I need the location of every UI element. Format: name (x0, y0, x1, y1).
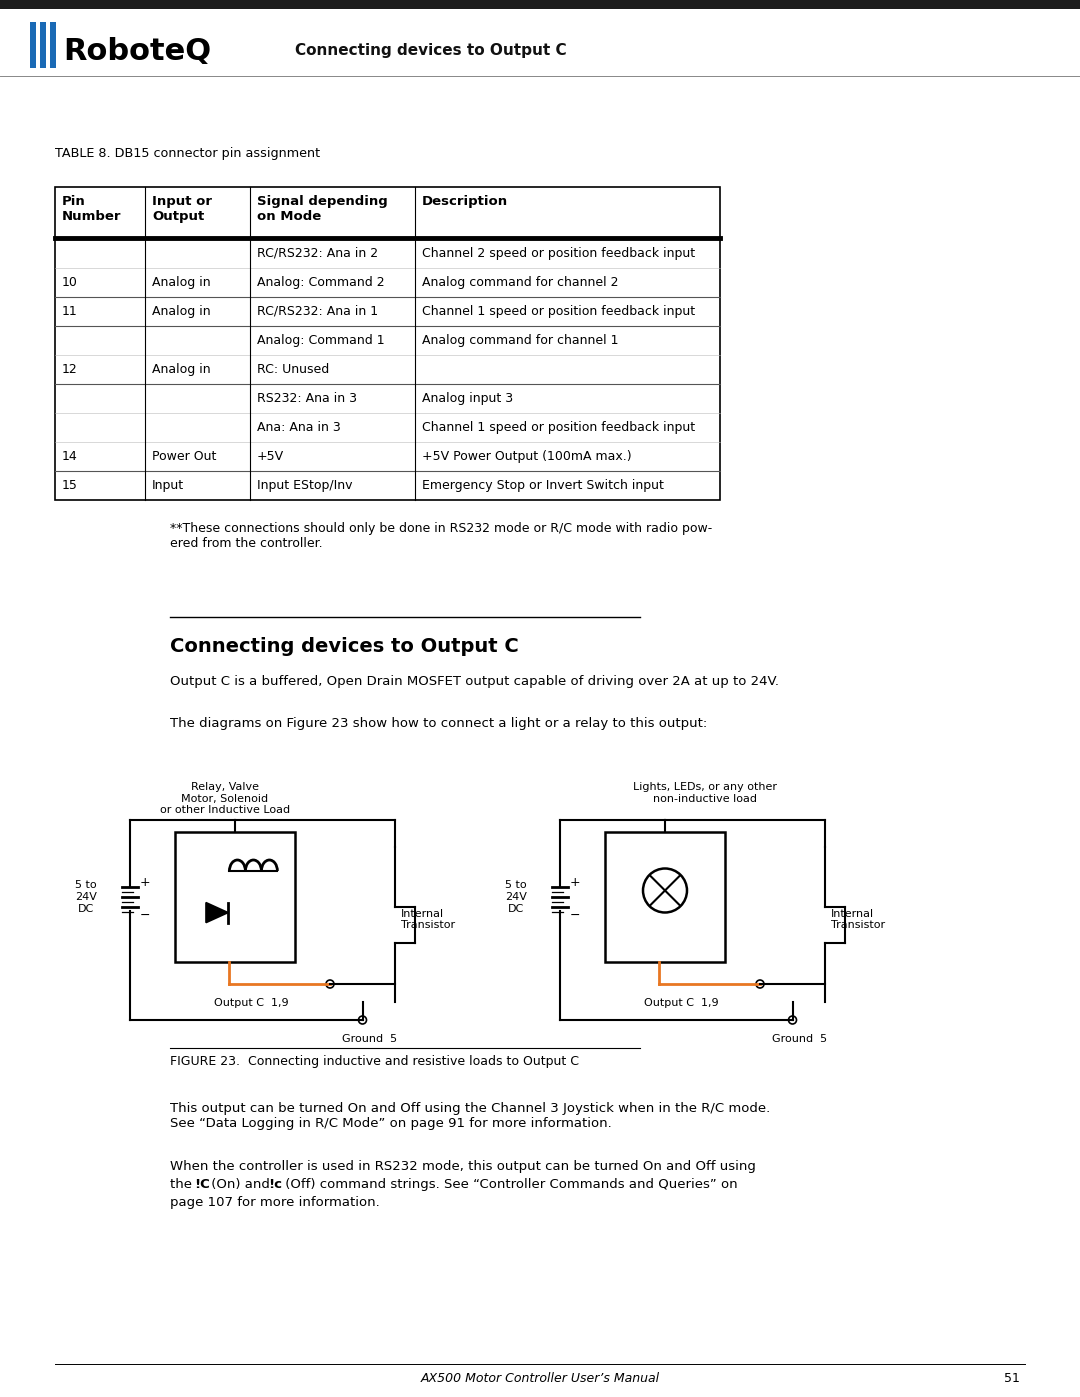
Text: Analog command for channel 1: Analog command for channel 1 (422, 334, 619, 346)
Text: −: − (140, 908, 150, 922)
Text: !c: !c (268, 1178, 282, 1192)
Text: +5V Power Output (100mA max.): +5V Power Output (100mA max.) (422, 450, 632, 462)
Text: Emergency Stop or Invert Switch input: Emergency Stop or Invert Switch input (422, 479, 664, 492)
Text: Input: Input (152, 479, 184, 492)
Text: 11: 11 (62, 305, 78, 319)
Text: 14: 14 (62, 450, 78, 462)
Text: Power Out: Power Out (152, 450, 216, 462)
Text: page 107 for more information.: page 107 for more information. (170, 1196, 380, 1208)
Text: (On) and: (On) and (207, 1178, 274, 1192)
Text: AX500 Motor Controller User’s Manual: AX500 Motor Controller User’s Manual (420, 1372, 660, 1384)
Text: Internal
Transistor: Internal Transistor (401, 908, 455, 930)
Bar (605, 833, 725, 963)
Text: +: + (140, 876, 150, 890)
Text: Relay, Valve
Motor, Solenoid
or other Inductive Load: Relay, Valve Motor, Solenoid or other In… (160, 782, 291, 816)
Text: +5V: +5V (257, 450, 284, 462)
Text: Pin
Number: Pin Number (62, 196, 121, 224)
Circle shape (359, 1016, 366, 1024)
Text: Description: Description (422, 196, 508, 208)
Text: Connecting devices to Output C: Connecting devices to Output C (170, 637, 518, 657)
Text: Channel 2 speed or position feedback input: Channel 2 speed or position feedback inp… (422, 247, 696, 260)
Text: Input or
Output: Input or Output (152, 196, 212, 224)
Bar (30, 22, 36, 68)
Text: Lights, LEDs, or any other
non-inductive load: Lights, LEDs, or any other non-inductive… (633, 782, 777, 803)
Text: Analog: Command 1: Analog: Command 1 (257, 334, 384, 346)
Text: Analog in: Analog in (152, 277, 211, 289)
Text: RS232: Ana in 3: RS232: Ana in 3 (257, 393, 357, 405)
Text: RC: Unused: RC: Unused (257, 363, 329, 376)
Text: (Off) command strings. See “Controller Commands and Queries” on: (Off) command strings. See “Controller C… (281, 1178, 738, 1192)
Circle shape (643, 869, 687, 912)
Text: Ana: Ana in 3: Ana: Ana in 3 (257, 420, 341, 434)
Text: Ground  5: Ground 5 (772, 1034, 827, 1044)
Text: Analog command for channel 2: Analog command for channel 2 (422, 277, 619, 289)
Text: Analog input 3: Analog input 3 (422, 393, 513, 405)
Text: When the controller is used in RS232 mode, this output can be turned On and Off : When the controller is used in RS232 mod… (170, 1160, 756, 1173)
Text: TABLE 8. DB15 connector pin assignment: TABLE 8. DB15 connector pin assignment (55, 147, 320, 161)
Text: This output can be turned On and Off using the Channel 3 Joystick when in the R/: This output can be turned On and Off usi… (170, 1102, 770, 1130)
Circle shape (756, 981, 764, 988)
Bar (50, 22, 56, 68)
Bar (175, 833, 295, 963)
Text: Analog: Command 2: Analog: Command 2 (257, 277, 384, 289)
Text: Input EStop/Inv: Input EStop/Inv (257, 479, 352, 492)
Text: +: + (570, 876, 581, 890)
Text: Output C  1,9: Output C 1,9 (214, 997, 288, 1009)
Text: the: the (170, 1178, 197, 1192)
Text: Signal depending
on Mode: Signal depending on Mode (257, 196, 388, 224)
Circle shape (326, 981, 334, 988)
Bar (40, 22, 46, 68)
Text: Internal
Transistor: Internal Transistor (831, 908, 886, 930)
Text: Output C is a buffered, Open Drain MOSFET output capable of driving over 2A at u: Output C is a buffered, Open Drain MOSFE… (170, 675, 779, 687)
Text: RC/RS232: Ana in 1: RC/RS232: Ana in 1 (257, 305, 378, 319)
Text: Channel 1 speed or position feedback input: Channel 1 speed or position feedback inp… (422, 420, 696, 434)
Text: 5 to
24V
DC: 5 to 24V DC (505, 880, 527, 914)
Circle shape (788, 1016, 797, 1024)
Text: Channel 1 speed or position feedback input: Channel 1 speed or position feedback inp… (422, 305, 696, 319)
Text: Ground  5: Ground 5 (342, 1034, 397, 1044)
Polygon shape (206, 902, 228, 922)
Text: Output C  1,9: Output C 1,9 (644, 997, 718, 1009)
Text: 10: 10 (62, 277, 78, 289)
Bar (55, 187, 720, 239)
Text: 5 to
24V
DC: 5 to 24V DC (76, 880, 97, 914)
Text: RC/RS232: Ana in 2: RC/RS232: Ana in 2 (257, 247, 378, 260)
Text: Connecting devices to Output C: Connecting devices to Output C (295, 42, 567, 57)
Text: −: − (570, 908, 581, 922)
Text: 15: 15 (62, 479, 78, 492)
Text: RoboteQ: RoboteQ (63, 38, 211, 67)
Bar (55, 239, 720, 500)
Bar (0, 0, 1080, 8)
Text: Analog in: Analog in (152, 305, 211, 319)
Text: !C: !C (194, 1178, 211, 1192)
Text: **These connections should only be done in RS232 mode or R/C mode with radio pow: **These connections should only be done … (170, 522, 712, 550)
Text: The diagrams on Figure 23 show how to connect a light or a relay to this output:: The diagrams on Figure 23 show how to co… (170, 717, 707, 731)
Text: 51: 51 (1004, 1372, 1020, 1384)
Text: FIGURE 23.  Connecting inductive and resistive loads to Output C: FIGURE 23. Connecting inductive and resi… (170, 1055, 579, 1067)
Text: Analog in: Analog in (152, 363, 211, 376)
Text: 12: 12 (62, 363, 78, 376)
